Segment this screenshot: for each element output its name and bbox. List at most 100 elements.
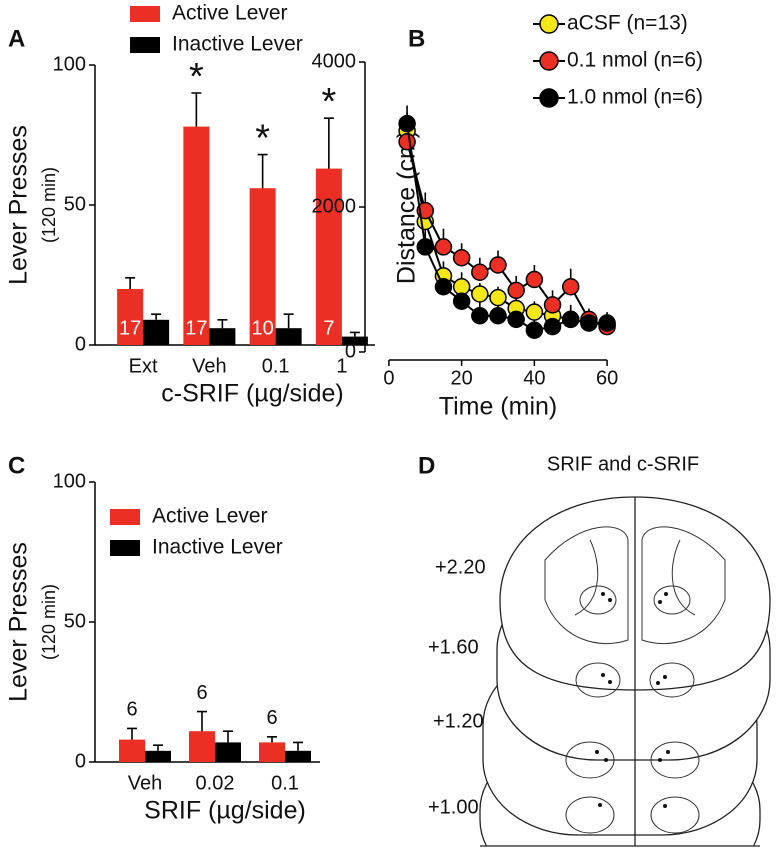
- legend-marker: [539, 51, 559, 71]
- y-axis-title: Distance (cm): [393, 130, 421, 284]
- mask: [470, 846, 770, 853]
- brain-diagram: D SRIF and c-SRIF +2.20 +1.60 +1.20 +1.0…: [418, 452, 771, 853]
- bar: [215, 742, 241, 762]
- y-tick-label: 2000: [312, 195, 357, 217]
- point: [580, 314, 598, 332]
- legend-swatch: [130, 6, 160, 22]
- y-axis-subtitle: (120 min): [39, 584, 59, 660]
- point: [489, 288, 507, 307]
- legend-label: Inactive Lever: [152, 536, 283, 559]
- outline: [544, 526, 726, 645]
- bar: [117, 289, 144, 345]
- point: [489, 307, 507, 325]
- x-tick-label: Veh: [192, 355, 226, 377]
- error-bar: [125, 277, 136, 289]
- point: [561, 278, 580, 296]
- error-bar: [257, 153, 268, 189]
- series-line: [406, 141, 608, 328]
- y-tick-label: 50: [64, 610, 86, 632]
- injection-sites: [595, 592, 670, 808]
- point: [398, 133, 416, 151]
- bar: [145, 750, 171, 762]
- y-tick-label: 0: [75, 750, 86, 772]
- legend-swatch: [130, 37, 160, 53]
- legend-label: 0.1 nmol (n=6): [567, 49, 703, 72]
- accumbens: [565, 796, 615, 834]
- bar: [285, 750, 311, 762]
- error-bar: [293, 741, 303, 751]
- accumbens: [650, 796, 700, 834]
- error-bar: [191, 92, 202, 127]
- accumbens: [650, 741, 700, 779]
- n-label: 17: [119, 317, 141, 339]
- point: [471, 263, 489, 281]
- y-axis-title: Lever Presses: [5, 542, 33, 702]
- point: [416, 238, 435, 256]
- legend-label: Inactive Lever: [172, 33, 303, 56]
- diagram-title: SRIF and c-SRIF: [547, 453, 699, 475]
- panel-letter: C: [8, 452, 25, 479]
- bar: [275, 328, 302, 345]
- legend-marker: [539, 88, 559, 108]
- legend-swatch: [110, 509, 140, 525]
- n-label: 10: [252, 317, 274, 339]
- bar: [119, 739, 145, 762]
- error-bar: [197, 710, 207, 732]
- y-tick-label: 100: [53, 53, 86, 75]
- x-tick-label: 20: [451, 367, 473, 389]
- error-bar: [283, 313, 294, 329]
- error-bar: [153, 744, 163, 751]
- panel-letter: B: [408, 25, 425, 52]
- bar: [209, 328, 236, 345]
- point: [543, 317, 562, 336]
- bar: [143, 319, 170, 345]
- level-label: +2.20: [435, 556, 486, 578]
- legend-label: Active Lever: [152, 505, 268, 528]
- accumbens: [649, 662, 695, 698]
- n-label: 17: [185, 317, 207, 339]
- x-tick-label: 0.1: [271, 772, 299, 794]
- x-tick-label: 0: [383, 367, 394, 389]
- point: [507, 281, 525, 300]
- legend-label: aCSF (n=13): [567, 12, 688, 35]
- point: [525, 321, 544, 339]
- bar: [341, 336, 368, 345]
- bar: [249, 188, 276, 345]
- panel-letter: A: [8, 25, 25, 52]
- x-tick-label: 40: [523, 367, 545, 389]
- error-bar: [349, 331, 360, 337]
- y-axis-subtitle: (120 min): [39, 167, 59, 243]
- y-tick-label: 4000: [312, 50, 357, 72]
- y-tick-label: 0: [345, 340, 356, 362]
- level-label: +1.00: [428, 796, 479, 818]
- y-tick-label: 100: [53, 470, 86, 492]
- error-bar: [267, 736, 277, 743]
- point: [598, 314, 616, 332]
- accumbens: [565, 741, 615, 779]
- error-bar: [217, 319, 228, 329]
- n-label: 6: [126, 699, 137, 721]
- ventricle: [574, 539, 696, 616]
- point: [543, 296, 562, 314]
- accumbens: [579, 585, 617, 615]
- point: [525, 303, 544, 321]
- significance-marker: *: [189, 56, 204, 98]
- level-label: +1.20: [433, 710, 484, 732]
- error-bar: [223, 730, 233, 743]
- error-bar: [151, 313, 162, 320]
- x-axis-title: Time (min): [439, 393, 558, 421]
- x-axis-title: SRIF (µg/side): [144, 797, 306, 825]
- n-label: 7: [323, 317, 334, 339]
- y-tick-label: 0: [75, 333, 86, 355]
- bar: [189, 731, 215, 762]
- x-tick-label: 60: [596, 367, 618, 389]
- legend-label: 1.0 nmol (n=6): [567, 86, 703, 109]
- x-tick-label: Ext: [129, 355, 158, 377]
- y-axis-title: Lever Presses: [5, 125, 33, 285]
- accumbens: [653, 585, 691, 615]
- n-label: 6: [196, 682, 207, 704]
- y-tick-label: 50: [64, 193, 86, 215]
- x-axis-title: c-SRIF (µg/side): [161, 380, 343, 408]
- error-bar: [323, 117, 334, 169]
